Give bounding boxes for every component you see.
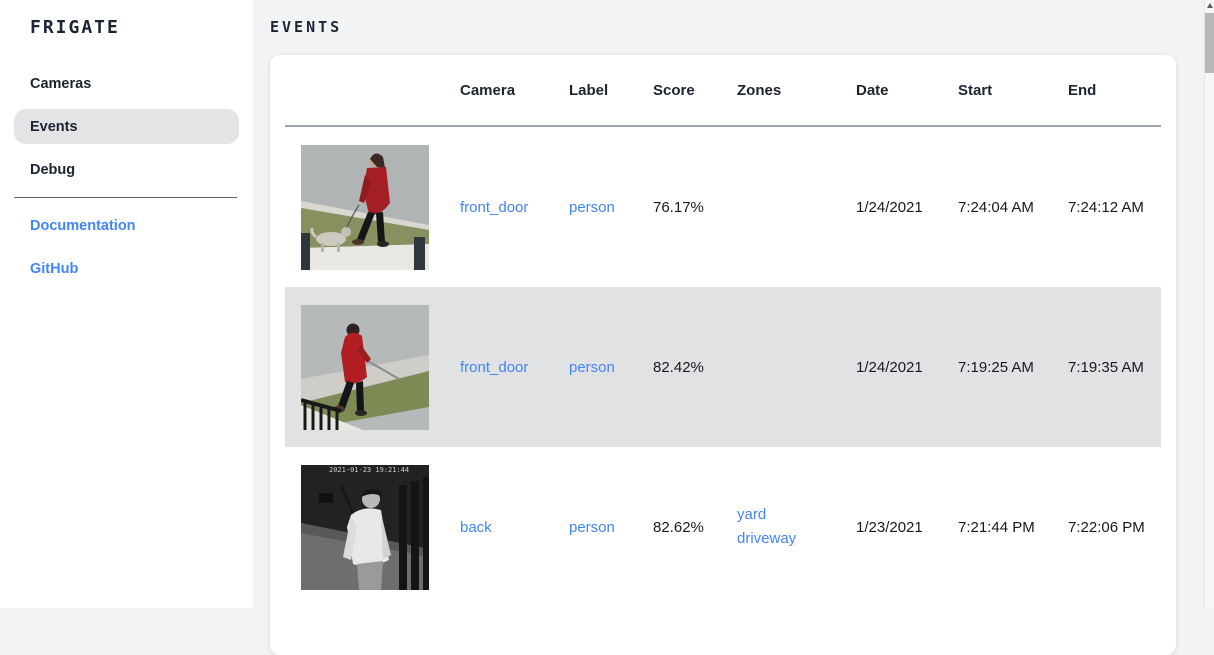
date-value: 1/24/2021 [856, 198, 923, 216]
event-thumbnail-front-door-day-person-red-hoodie-walking-dog[interactable] [301, 304, 429, 430]
vertical-scrollbar[interactable] [1204, 0, 1214, 608]
event-thumbnail-front-door-day-person-red-coat-walking-dog[interactable] [301, 144, 429, 270]
svg-text:2021-01-23 19:21:44: 2021-01-23 19:21:44 [329, 466, 409, 474]
sidebar-external-links: Documentation GitHub [0, 208, 253, 286]
sidebar-item-debug[interactable]: Debug [30, 161, 76, 178]
sidebar-link-documentation[interactable]: Documentation [30, 217, 136, 234]
zone-link-yard[interactable]: yard [737, 506, 767, 523]
column-header-camera: Camera [460, 81, 516, 99]
start-time-value: 7:24:04 AM [958, 198, 1034, 216]
score-value: 82.62% [653, 518, 704, 536]
label-link[interactable]: person [569, 518, 615, 536]
end-time-value: 7:24:12 AM [1068, 198, 1144, 216]
date-value: 1/24/2021 [856, 358, 923, 376]
sidebar-link-github[interactable]: GitHub [30, 260, 79, 277]
app-logo[interactable]: FRIGATE [30, 17, 120, 38]
score-value: 82.42% [653, 358, 704, 376]
event-row[interactable]: front_door person 76.17% 1/24/2021 7:24:… [285, 127, 1161, 287]
event-row[interactable]: 2021-01-23 19:21:44 back person 82.62% y… [285, 447, 1161, 607]
sidebar-item-cameras[interactable]: Cameras [30, 75, 92, 92]
event-thumbnail-back-night-ir-person-white-shirt[interactable]: 2021-01-23 19:21:44 [301, 464, 429, 590]
events-table-body: front_door person 76.17% 1/24/2021 7:24:… [285, 127, 1161, 607]
column-header-label: Label [569, 81, 609, 99]
label-link[interactable]: person [569, 198, 615, 216]
column-header-start: Start [958, 81, 993, 99]
start-time-value: 7:21:44 PM [958, 518, 1035, 536]
scrollbar-thumb[interactable] [1205, 13, 1214, 73]
zones-cell: yard driveway [737, 503, 856, 551]
page-title: EVENTS [270, 18, 343, 36]
sidebar-item-events[interactable]: Events [14, 109, 239, 144]
camera-link[interactable]: front_door [460, 198, 529, 216]
main-content: EVENTS Camera Label Score Zones Date Start End [253, 0, 1214, 655]
end-time-value: 7:19:35 AM [1068, 358, 1144, 376]
camera-link[interactable]: front_door [460, 358, 529, 376]
column-header-zones: Zones [737, 81, 782, 99]
event-row[interactable]: front_door person 82.42% 1/24/2021 7:19:… [285, 287, 1161, 447]
sidebar-nav: Cameras Events Debug [0, 66, 253, 187]
camera-link[interactable]: back [460, 518, 492, 536]
scrollbar-up-arrow-icon[interactable] [1206, 3, 1213, 8]
end-time-value: 7:22:06 PM [1068, 518, 1145, 536]
events-card: Camera Label Score Zones Date Start End [270, 55, 1176, 655]
sidebar-divider [14, 197, 237, 198]
zone-link-driveway[interactable]: driveway [737, 530, 797, 547]
column-header-score: Score [653, 81, 695, 99]
events-table-header: Camera Label Score Zones Date Start End [285, 55, 1161, 127]
column-header-end: End [1068, 81, 1097, 99]
score-value: 76.17% [653, 198, 704, 216]
label-link[interactable]: person [569, 358, 615, 376]
date-value: 1/23/2021 [856, 518, 923, 536]
column-header-date: Date [856, 81, 889, 99]
start-time-value: 7:19:25 AM [958, 358, 1034, 376]
sidebar: FRIGATE Cameras Events Debug Documentati… [0, 0, 253, 608]
